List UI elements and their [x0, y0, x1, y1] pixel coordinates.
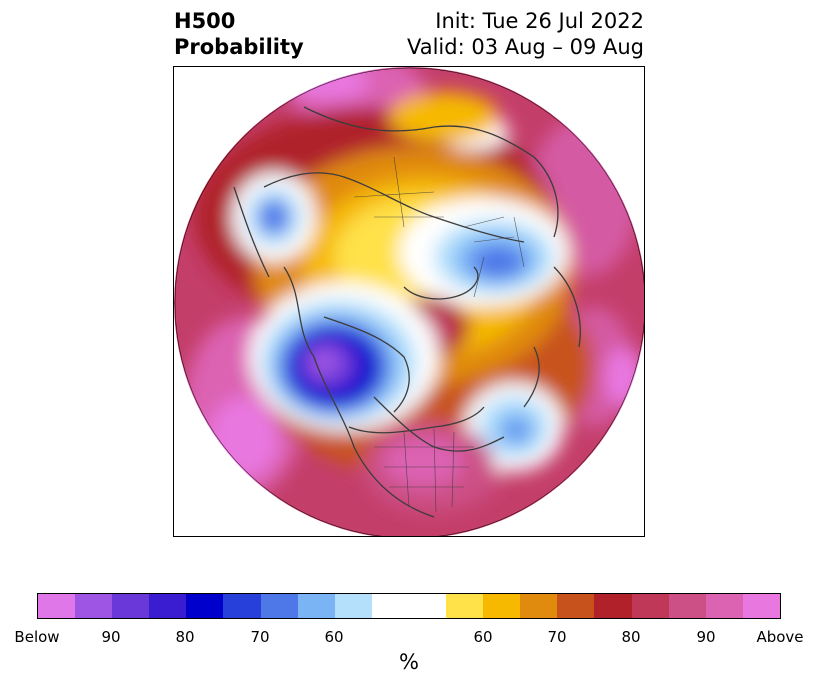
colorbar-swatch: [149, 594, 187, 618]
colorbar-tick-label: 90: [696, 628, 716, 646]
polar-map: [173, 66, 645, 537]
title-quantity: Probability: [174, 35, 304, 59]
colorbar-tick-label: 70: [547, 628, 567, 646]
colorbar-tick-label: 60: [473, 628, 493, 646]
colorbar-swatch: [520, 594, 558, 618]
colorbar-swatch: [446, 594, 484, 618]
colorbar-tick-label: 80: [175, 628, 195, 646]
probability-map-svg: [174, 67, 644, 536]
colorbar-tick-label: 60: [324, 628, 344, 646]
title-variable: H500: [174, 9, 236, 33]
colorbar-tick-label: Below: [14, 628, 60, 646]
valid-period: Valid: 03 Aug – 09 Aug: [406, 35, 644, 59]
map-boundary: [174, 67, 644, 536]
colorbar-swatch: [75, 594, 113, 618]
political-borders: [353, 156, 525, 513]
forecast-dates: Init: Tue 26 Jul 2022 Valid: 03 Aug – 09…: [407, 8, 644, 60]
colorbar-swatch: [38, 594, 76, 618]
colorbar-swatch: [557, 594, 595, 618]
colorbar-swatch: [334, 594, 372, 618]
colorbar-swatch: [483, 594, 521, 618]
probability-colorbar: [37, 593, 781, 619]
colorbar-tick-label: 70: [250, 628, 270, 646]
colorbar-unit: %: [399, 650, 419, 674]
colorbar-swatch: [112, 594, 150, 618]
colorbar-swatch: [631, 594, 669, 618]
colorbar-swatch: [705, 594, 743, 618]
colorbar-swatch: [223, 594, 261, 618]
colorbar-tick-label: 90: [101, 628, 121, 646]
init-date: Init: Tue 26 Jul 2022: [435, 9, 644, 33]
colorbar-swatch: [408, 594, 447, 618]
colorbar-tick-label: 80: [621, 628, 641, 646]
coastlines: [233, 106, 581, 518]
colorbar-swatch: [594, 594, 632, 618]
colorbar-swatch: [186, 594, 224, 618]
colorbar-tick-label: Above: [756, 628, 804, 646]
colorbar-swatch: [297, 594, 335, 618]
map-title: H500 Probability: [174, 8, 304, 60]
colorbar-swatch: [742, 594, 780, 618]
colorbar-swatch: [260, 594, 298, 618]
probability-field: [174, 67, 644, 536]
colorbar-swatch: [668, 594, 706, 618]
colorbar-swatch: [371, 594, 409, 618]
